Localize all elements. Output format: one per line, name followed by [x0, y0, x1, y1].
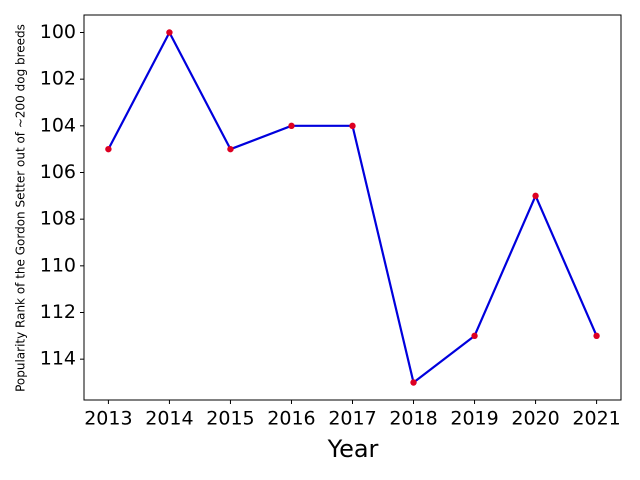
y-tick-label: 112 — [40, 301, 76, 323]
y-tick-label: 110 — [40, 254, 76, 276]
x-tick-label: 2017 — [328, 408, 376, 430]
x-tick-label: 2020 — [511, 408, 559, 430]
point — [166, 29, 173, 36]
x-tick-label: 2021 — [572, 408, 620, 430]
y-tick-label: 100 — [40, 21, 76, 43]
line — [107, 31, 598, 384]
point — [349, 122, 356, 130]
x-tick-label: 2018 — [389, 408, 437, 430]
point — [471, 332, 478, 340]
point — [410, 379, 417, 386]
x-tick-label: 2015 — [206, 408, 254, 430]
x-tick-label: 2014 — [145, 408, 193, 430]
point — [288, 122, 295, 130]
y-tick-label: 106 — [40, 161, 76, 183]
point — [593, 332, 600, 340]
point — [105, 145, 112, 153]
y-tick-label: 102 — [40, 68, 76, 90]
point — [227, 145, 234, 153]
point — [532, 192, 539, 200]
y-tick-label: 114 — [40, 348, 76, 370]
x-tick-label: 2013 — [84, 408, 132, 430]
x-axis-label: Year — [327, 435, 379, 463]
y-tick-label: 104 — [40, 114, 76, 136]
y-axis-label: Popularity Rank of the Gordon Setter out… — [14, 24, 28, 392]
y-tick-label: 108 — [40, 208, 76, 230]
x-tick-label: 2019 — [450, 408, 498, 430]
x-tick-label: 2016 — [267, 408, 315, 430]
